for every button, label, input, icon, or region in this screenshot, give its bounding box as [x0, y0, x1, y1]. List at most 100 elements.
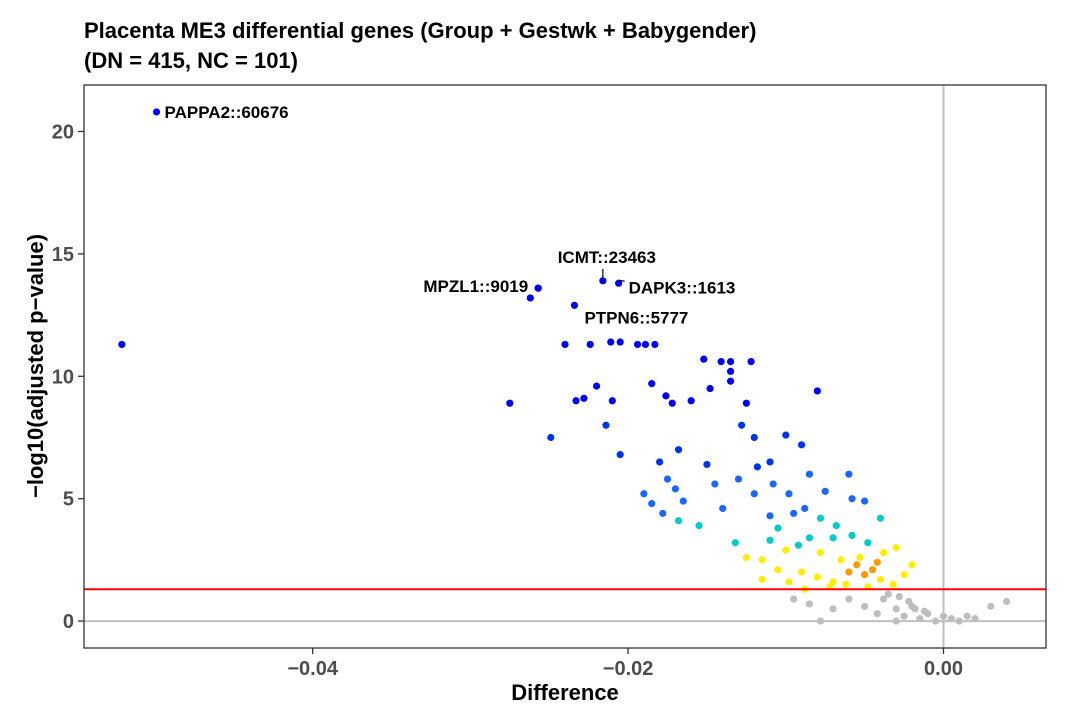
data-point [879, 548, 888, 557]
data-point [738, 421, 746, 429]
data-point [876, 514, 885, 522]
data-point [782, 431, 790, 439]
data-point [816, 617, 825, 625]
data-point [873, 610, 881, 618]
data-point [570, 301, 579, 309]
point-label: ICMT::23463 [558, 248, 656, 267]
data-point [987, 602, 995, 610]
y-tick-label: 0 [63, 611, 74, 633]
data-point [580, 394, 588, 402]
data-point [599, 277, 607, 285]
data-point [892, 617, 900, 625]
data-point [832, 522, 840, 530]
data-point [766, 536, 774, 544]
data-point [971, 615, 979, 623]
data-point [864, 539, 872, 547]
data-point [829, 605, 837, 613]
data-point [633, 340, 642, 349]
data-point [586, 340, 594, 349]
data-point [758, 575, 766, 584]
data-point [848, 495, 856, 503]
data-point [845, 568, 853, 576]
data-point [719, 504, 727, 513]
data-point [648, 499, 656, 508]
data-point [616, 338, 624, 346]
label-leader-line [618, 279, 625, 282]
data-point [932, 617, 940, 625]
x-tick-label: −0.04 [287, 658, 338, 680]
data-point [955, 617, 963, 625]
data-point [816, 514, 825, 522]
data-point [845, 470, 853, 478]
data-point [1002, 597, 1011, 606]
data-point [734, 475, 743, 483]
data-point [662, 392, 670, 400]
data-point [700, 355, 708, 363]
data-point [753, 463, 762, 471]
data-point [592, 382, 601, 390]
y-tick-label: 5 [63, 489, 74, 511]
data-point [651, 340, 659, 349]
data-point [785, 578, 793, 586]
data-point [805, 534, 814, 542]
data-point [747, 358, 755, 366]
point-label: MPZL1::9019 [423, 277, 528, 296]
data-point [939, 612, 948, 620]
data-point [750, 433, 758, 442]
point-label: PAPPA2::60676 [165, 103, 289, 122]
data-point [640, 490, 648, 498]
data-point [774, 524, 782, 532]
data-point [794, 541, 803, 549]
data-point [648, 380, 656, 388]
data-point [848, 531, 856, 540]
y-tick-label: 10 [52, 366, 74, 388]
data-point [726, 367, 735, 375]
data-point [879, 595, 888, 603]
data-point [892, 605, 900, 613]
data-point [916, 615, 924, 623]
y-axis-title: −log10(adjusted p−value) [23, 234, 48, 498]
data-point [829, 534, 837, 542]
data-point [547, 433, 555, 442]
data-point [118, 340, 126, 349]
data-point [842, 580, 850, 588]
x-tick-label: −0.02 [603, 658, 654, 680]
data-point [797, 568, 806, 576]
data-point [790, 595, 798, 603]
data-point [608, 397, 616, 405]
data-point [742, 553, 750, 562]
data-point [526, 294, 534, 302]
data-point [797, 441, 806, 449]
chart-title-line-2: (DN = 415, NC = 101) [84, 48, 298, 73]
data-point [861, 602, 869, 610]
data-point [947, 615, 955, 623]
data-point [868, 566, 877, 574]
data-point [790, 509, 798, 517]
data-point [572, 397, 580, 405]
data-point [726, 358, 735, 366]
data-point [892, 544, 900, 552]
data-point [534, 284, 542, 292]
data-point [706, 384, 714, 393]
data-point [816, 548, 825, 557]
data-point [742, 399, 750, 407]
data-point [695, 522, 703, 530]
x-axis-title: Difference [511, 680, 619, 705]
data-point [641, 340, 650, 349]
data-point [711, 480, 719, 488]
data-point [774, 566, 782, 574]
data-point [659, 509, 667, 517]
data-point [782, 546, 790, 554]
y-tick-label: 20 [52, 122, 74, 144]
plot-border [83, 84, 1047, 649]
data-point [801, 504, 809, 513]
chart-title-line-1: Placenta ME3 differential genes (Group +… [84, 18, 756, 43]
data-point [602, 421, 610, 429]
data-point [687, 397, 695, 405]
data-point [805, 470, 814, 478]
data-point [766, 458, 774, 466]
data-point [900, 612, 908, 620]
data-point [758, 556, 766, 564]
data-point [861, 570, 869, 579]
data-point [674, 446, 683, 454]
